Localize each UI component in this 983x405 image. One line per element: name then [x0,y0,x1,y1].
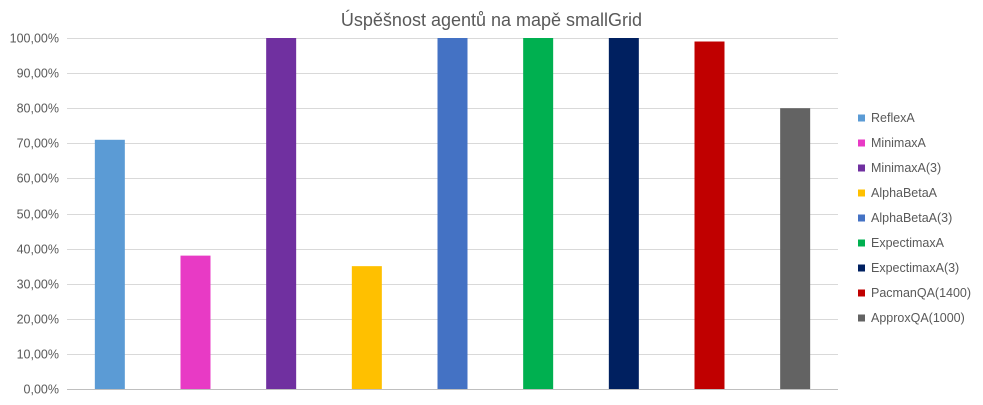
legend-label: ApproxQA(1000) [871,311,965,325]
bar-alphabetaa-3 [437,38,468,389]
bar-minimaxa-3 [266,38,297,389]
legend-swatch [858,214,865,222]
legend-swatch [858,139,865,147]
bar-approxqa-1000 [780,108,811,389]
y-tick-label: 80,00% [17,102,59,116]
y-tick-label: 90,00% [17,67,59,81]
bar-reflexa [94,139,125,389]
y-tick-label: 10,00% [17,348,59,362]
legend-label: ReflexA [871,111,915,125]
legend-label: MinimaxA(3) [871,161,941,175]
y-tick-label: 20,00% [17,313,59,327]
legend-swatch [858,189,865,197]
y-tick-label: 60,00% [17,172,59,186]
legend-swatch [858,314,865,322]
legend-label: AlphaBetaA(3) [871,211,952,225]
legend-label: MinimaxA [871,136,927,150]
y-tick-label: 0,00% [24,383,59,397]
bar-expectimaxa-3 [608,38,639,389]
legend-swatch [858,264,865,272]
y-tick-label: 100,00% [10,32,59,46]
bar-minimaxa [180,255,211,389]
legend-label: ExpectimaxA(3) [871,261,959,275]
bar-pacmanqa-1400 [694,41,725,389]
legend-label: PacmanQA(1400) [871,286,971,300]
y-tick-label: 70,00% [17,137,59,151]
legend-swatch [858,164,865,172]
bar-expectimaxa [523,38,554,389]
legend-label: ExpectimaxA [871,236,945,250]
legend-swatch [858,239,865,247]
legend-swatch [858,289,865,297]
legend-swatch [858,114,865,122]
legend-label: AlphaBetaA [871,186,938,200]
y-tick-label: 40,00% [17,243,59,257]
y-tick-label: 30,00% [17,278,59,292]
chart-title: Úspěšnost agentů na mapě smallGrid [340,10,643,30]
y-tick-label: 50,00% [17,208,59,222]
bar-alphabetaa [351,266,382,389]
